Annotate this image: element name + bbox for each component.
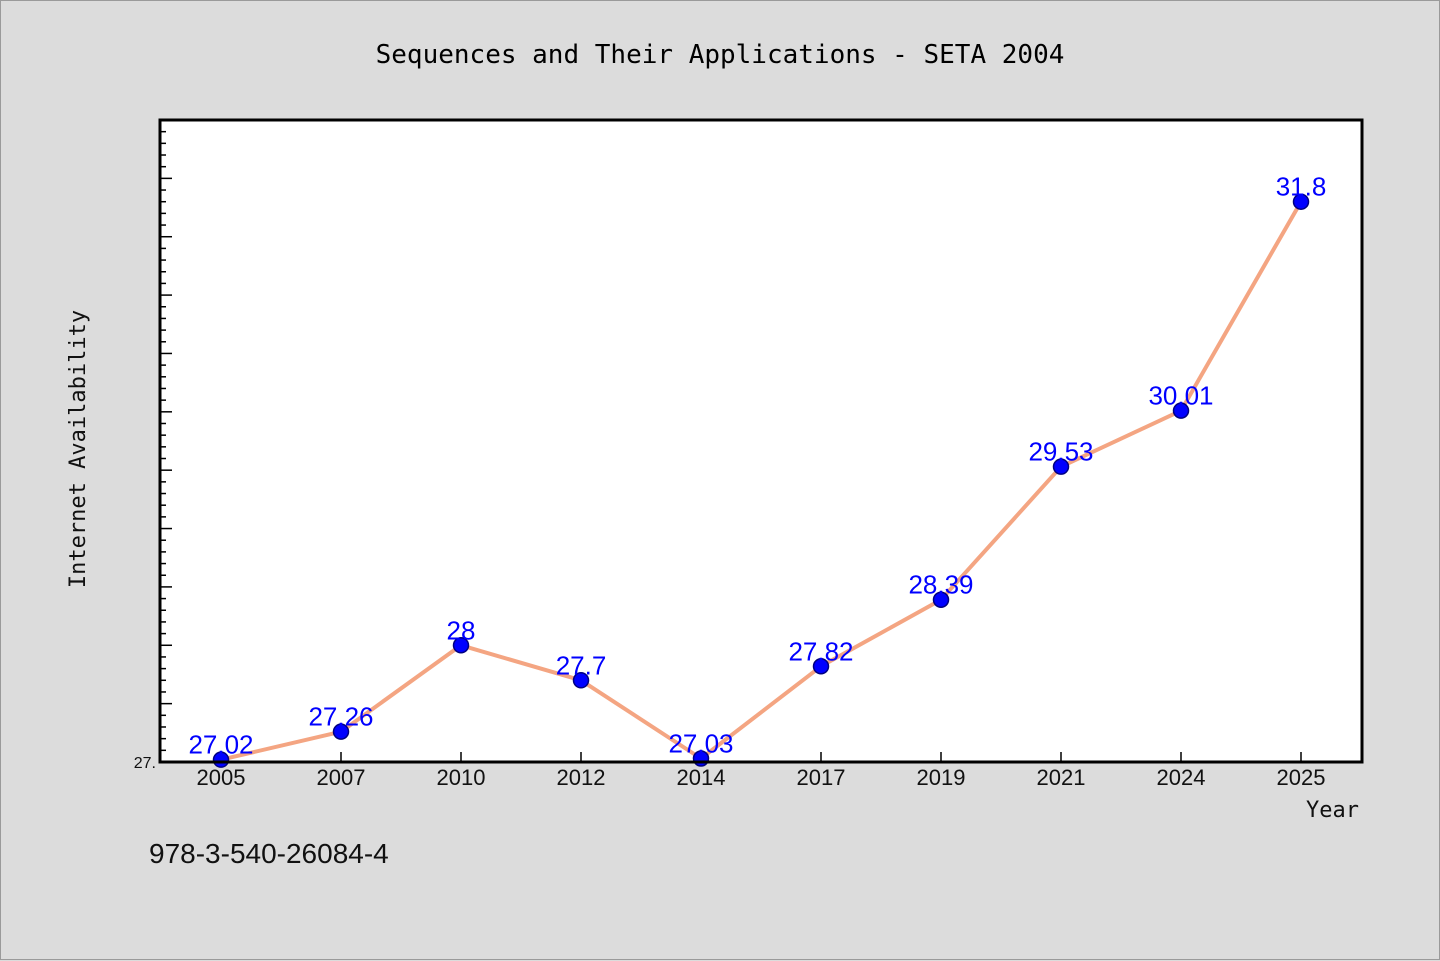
data-point xyxy=(1172,402,1190,419)
data-point xyxy=(332,723,350,740)
x-tick-label: 2005 xyxy=(197,765,246,790)
data-point xyxy=(572,672,590,689)
y-tick-label: 27. xyxy=(134,755,156,772)
data-label: 28 xyxy=(447,615,476,645)
data-label: 27.82 xyxy=(788,636,853,666)
x-tick-label: 2024 xyxy=(1157,765,1206,790)
x-tick-label: 2010 xyxy=(437,765,486,790)
x-tick-label: 2012 xyxy=(557,765,606,790)
x-tick-label: 2014 xyxy=(677,765,726,790)
data-point xyxy=(812,658,830,675)
y-axis-tick-labels: 27. xyxy=(134,755,156,772)
data-labels: 27.02 27.26 28 27.7 27.03 27.82 28.39 29.53 30.0… xyxy=(188,172,1326,760)
data-label: 28.39 xyxy=(908,570,973,600)
plot-frame xyxy=(158,118,1364,764)
x-tick-label: 2019 xyxy=(917,765,966,790)
plot-area xyxy=(160,120,1362,762)
x-tick-label: 2025 xyxy=(1277,765,1326,790)
data-label: 30.01 xyxy=(1148,381,1213,411)
data-point xyxy=(1052,458,1070,475)
data-label: 29.53 xyxy=(1028,437,1093,467)
data-label: 27.03 xyxy=(668,728,733,758)
data-point xyxy=(932,591,950,608)
chart-title: Sequences and Their Applications - SETA … xyxy=(376,40,1065,70)
x-tick-label: 2017 xyxy=(797,765,846,790)
x-axis-tick-labels: 2005 2007 2010 2012 2014 2017 2019 2021 2024 2025 xyxy=(197,765,1326,790)
y-axis-label: Internet Availability xyxy=(66,310,91,588)
data-label: 27.02 xyxy=(188,730,253,760)
data-label: 27.26 xyxy=(308,702,373,732)
footnote-isbn: 978-3-540-26084-4 xyxy=(149,838,389,869)
series-line xyxy=(219,199,1303,762)
data-label: 27.7 xyxy=(556,650,607,680)
x-tick-label: 2007 xyxy=(317,765,366,790)
data-point xyxy=(452,637,470,654)
data-label: 31.8 xyxy=(1276,172,1327,202)
data-point xyxy=(1292,193,1310,210)
x-axis-label: Year xyxy=(1306,798,1359,823)
x-tick-label: 2021 xyxy=(1037,765,1086,790)
